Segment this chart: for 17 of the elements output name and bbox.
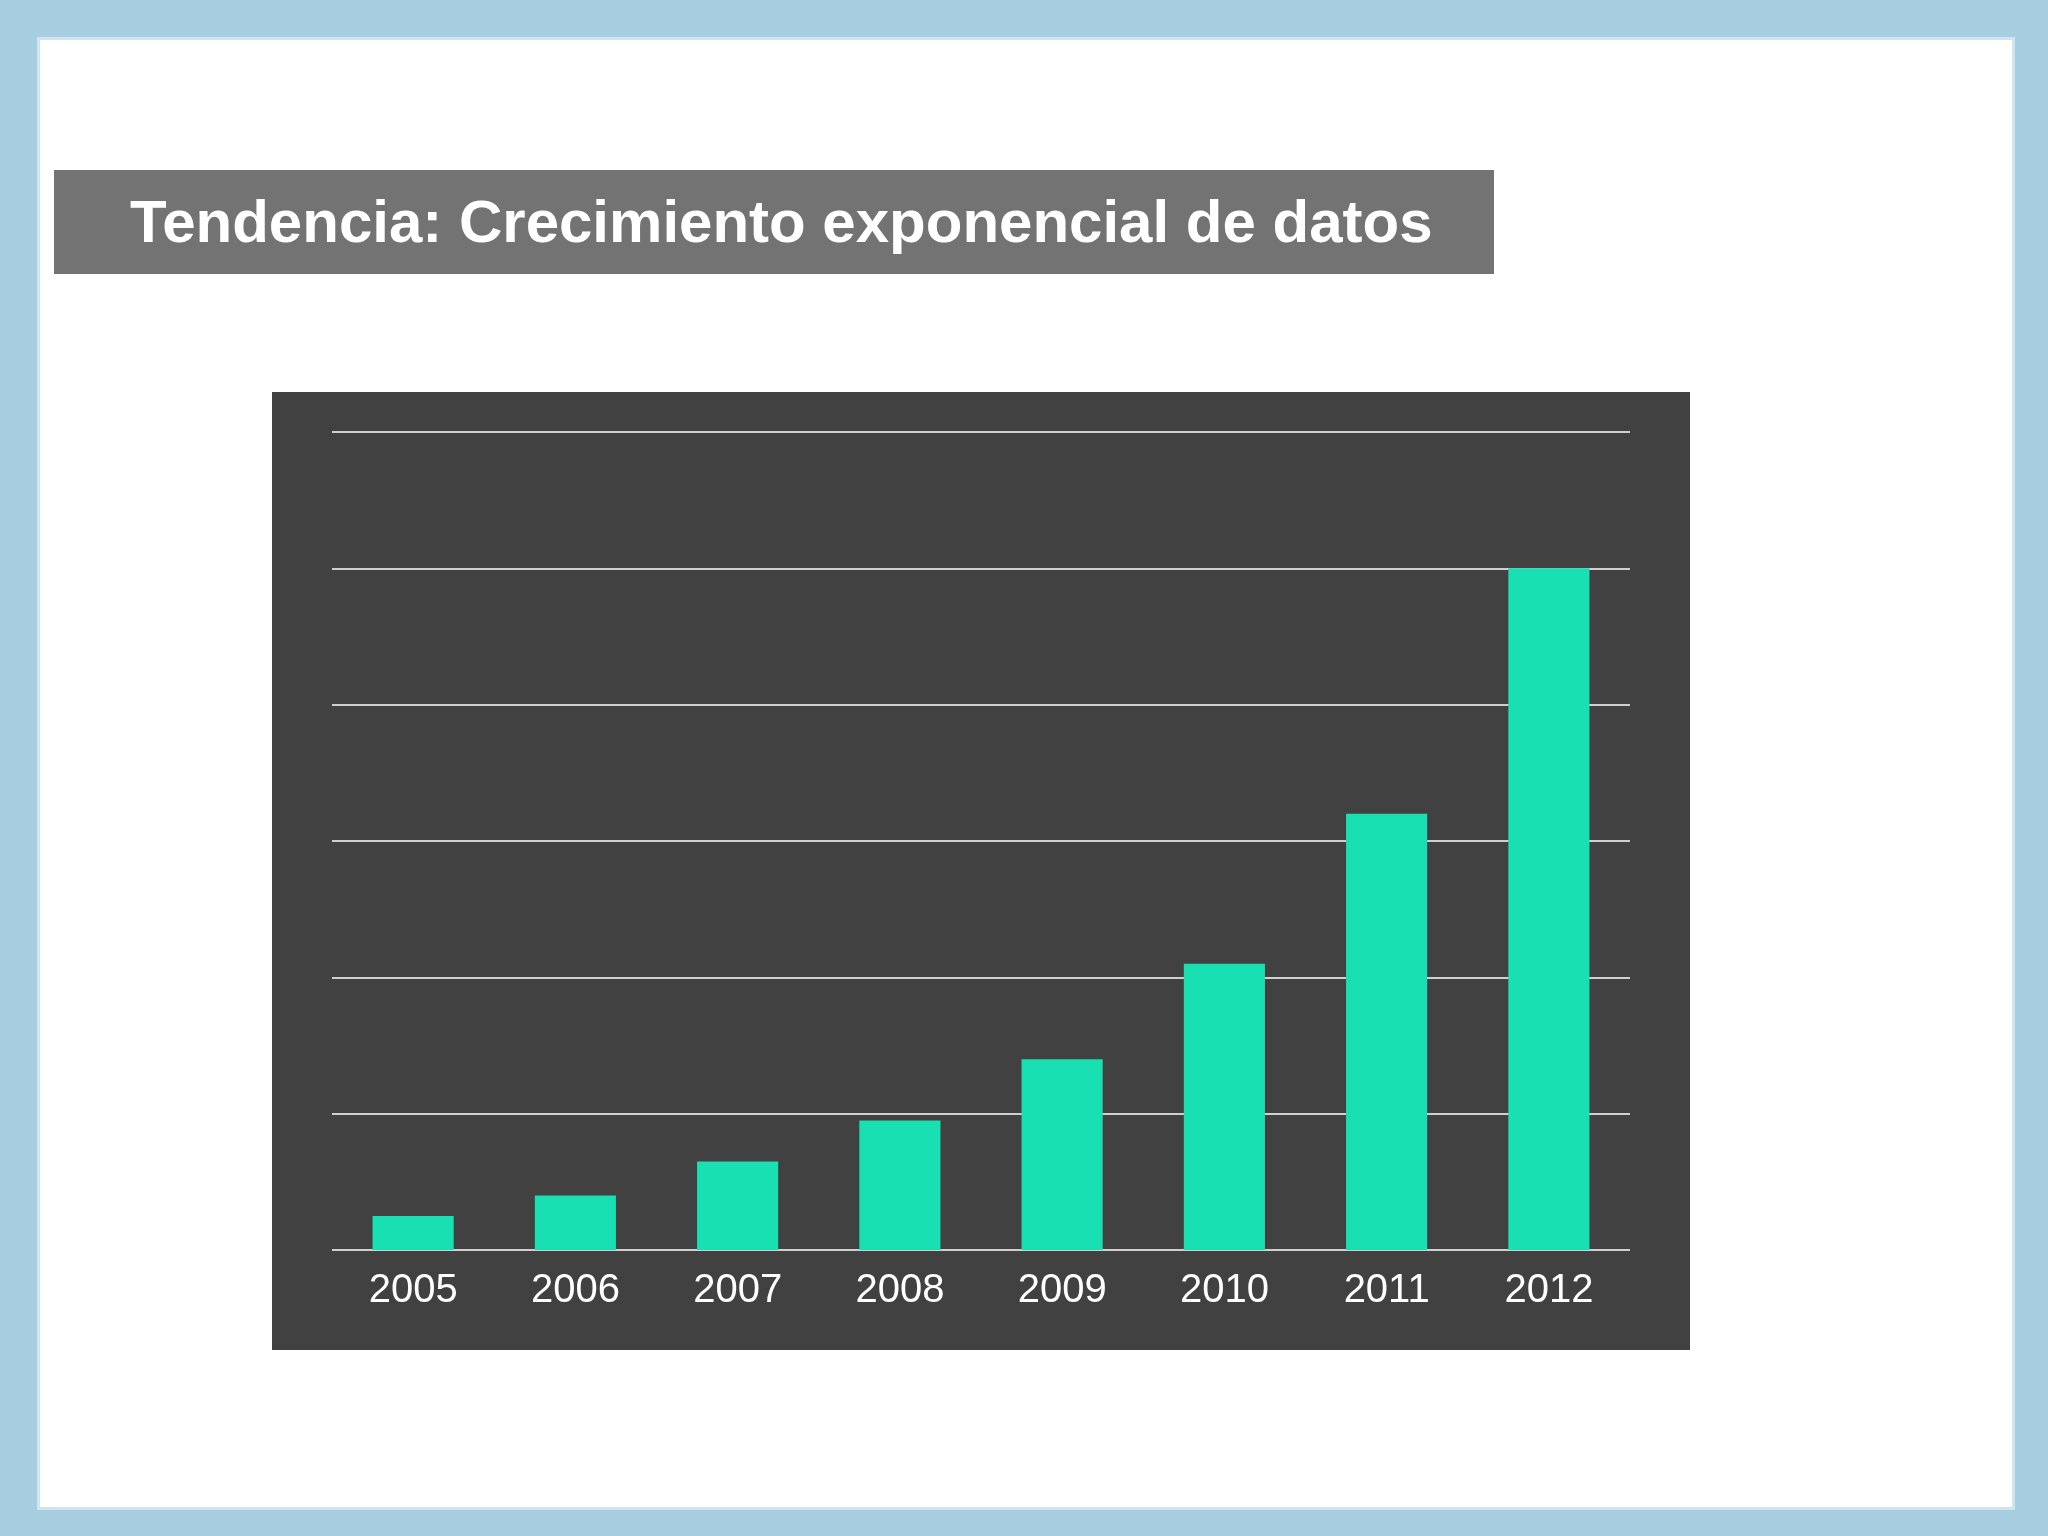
x-tick-label: 2007 — [693, 1266, 783, 1310]
x-tick-label: 2008 — [855, 1266, 945, 1310]
bar — [697, 1161, 779, 1250]
x-tick-label: 2012 — [1504, 1266, 1594, 1310]
bar — [534, 1195, 616, 1250]
x-tick-label: 2010 — [1179, 1266, 1269, 1310]
x-tick-label: 2011 — [1343, 1266, 1430, 1310]
x-tick-label: 2009 — [1017, 1266, 1107, 1310]
chart-title: Tendencia: Crecimiento exponencial de datos — [54, 170, 1494, 274]
bar — [1183, 963, 1265, 1250]
bar — [1021, 1059, 1103, 1250]
bar — [859, 1120, 941, 1250]
bar — [372, 1215, 454, 1250]
x-tick-label: 2006 — [530, 1266, 620, 1310]
bar — [1508, 568, 1590, 1250]
bar — [1346, 813, 1428, 1250]
x-tick-label: 2005 — [368, 1266, 458, 1310]
